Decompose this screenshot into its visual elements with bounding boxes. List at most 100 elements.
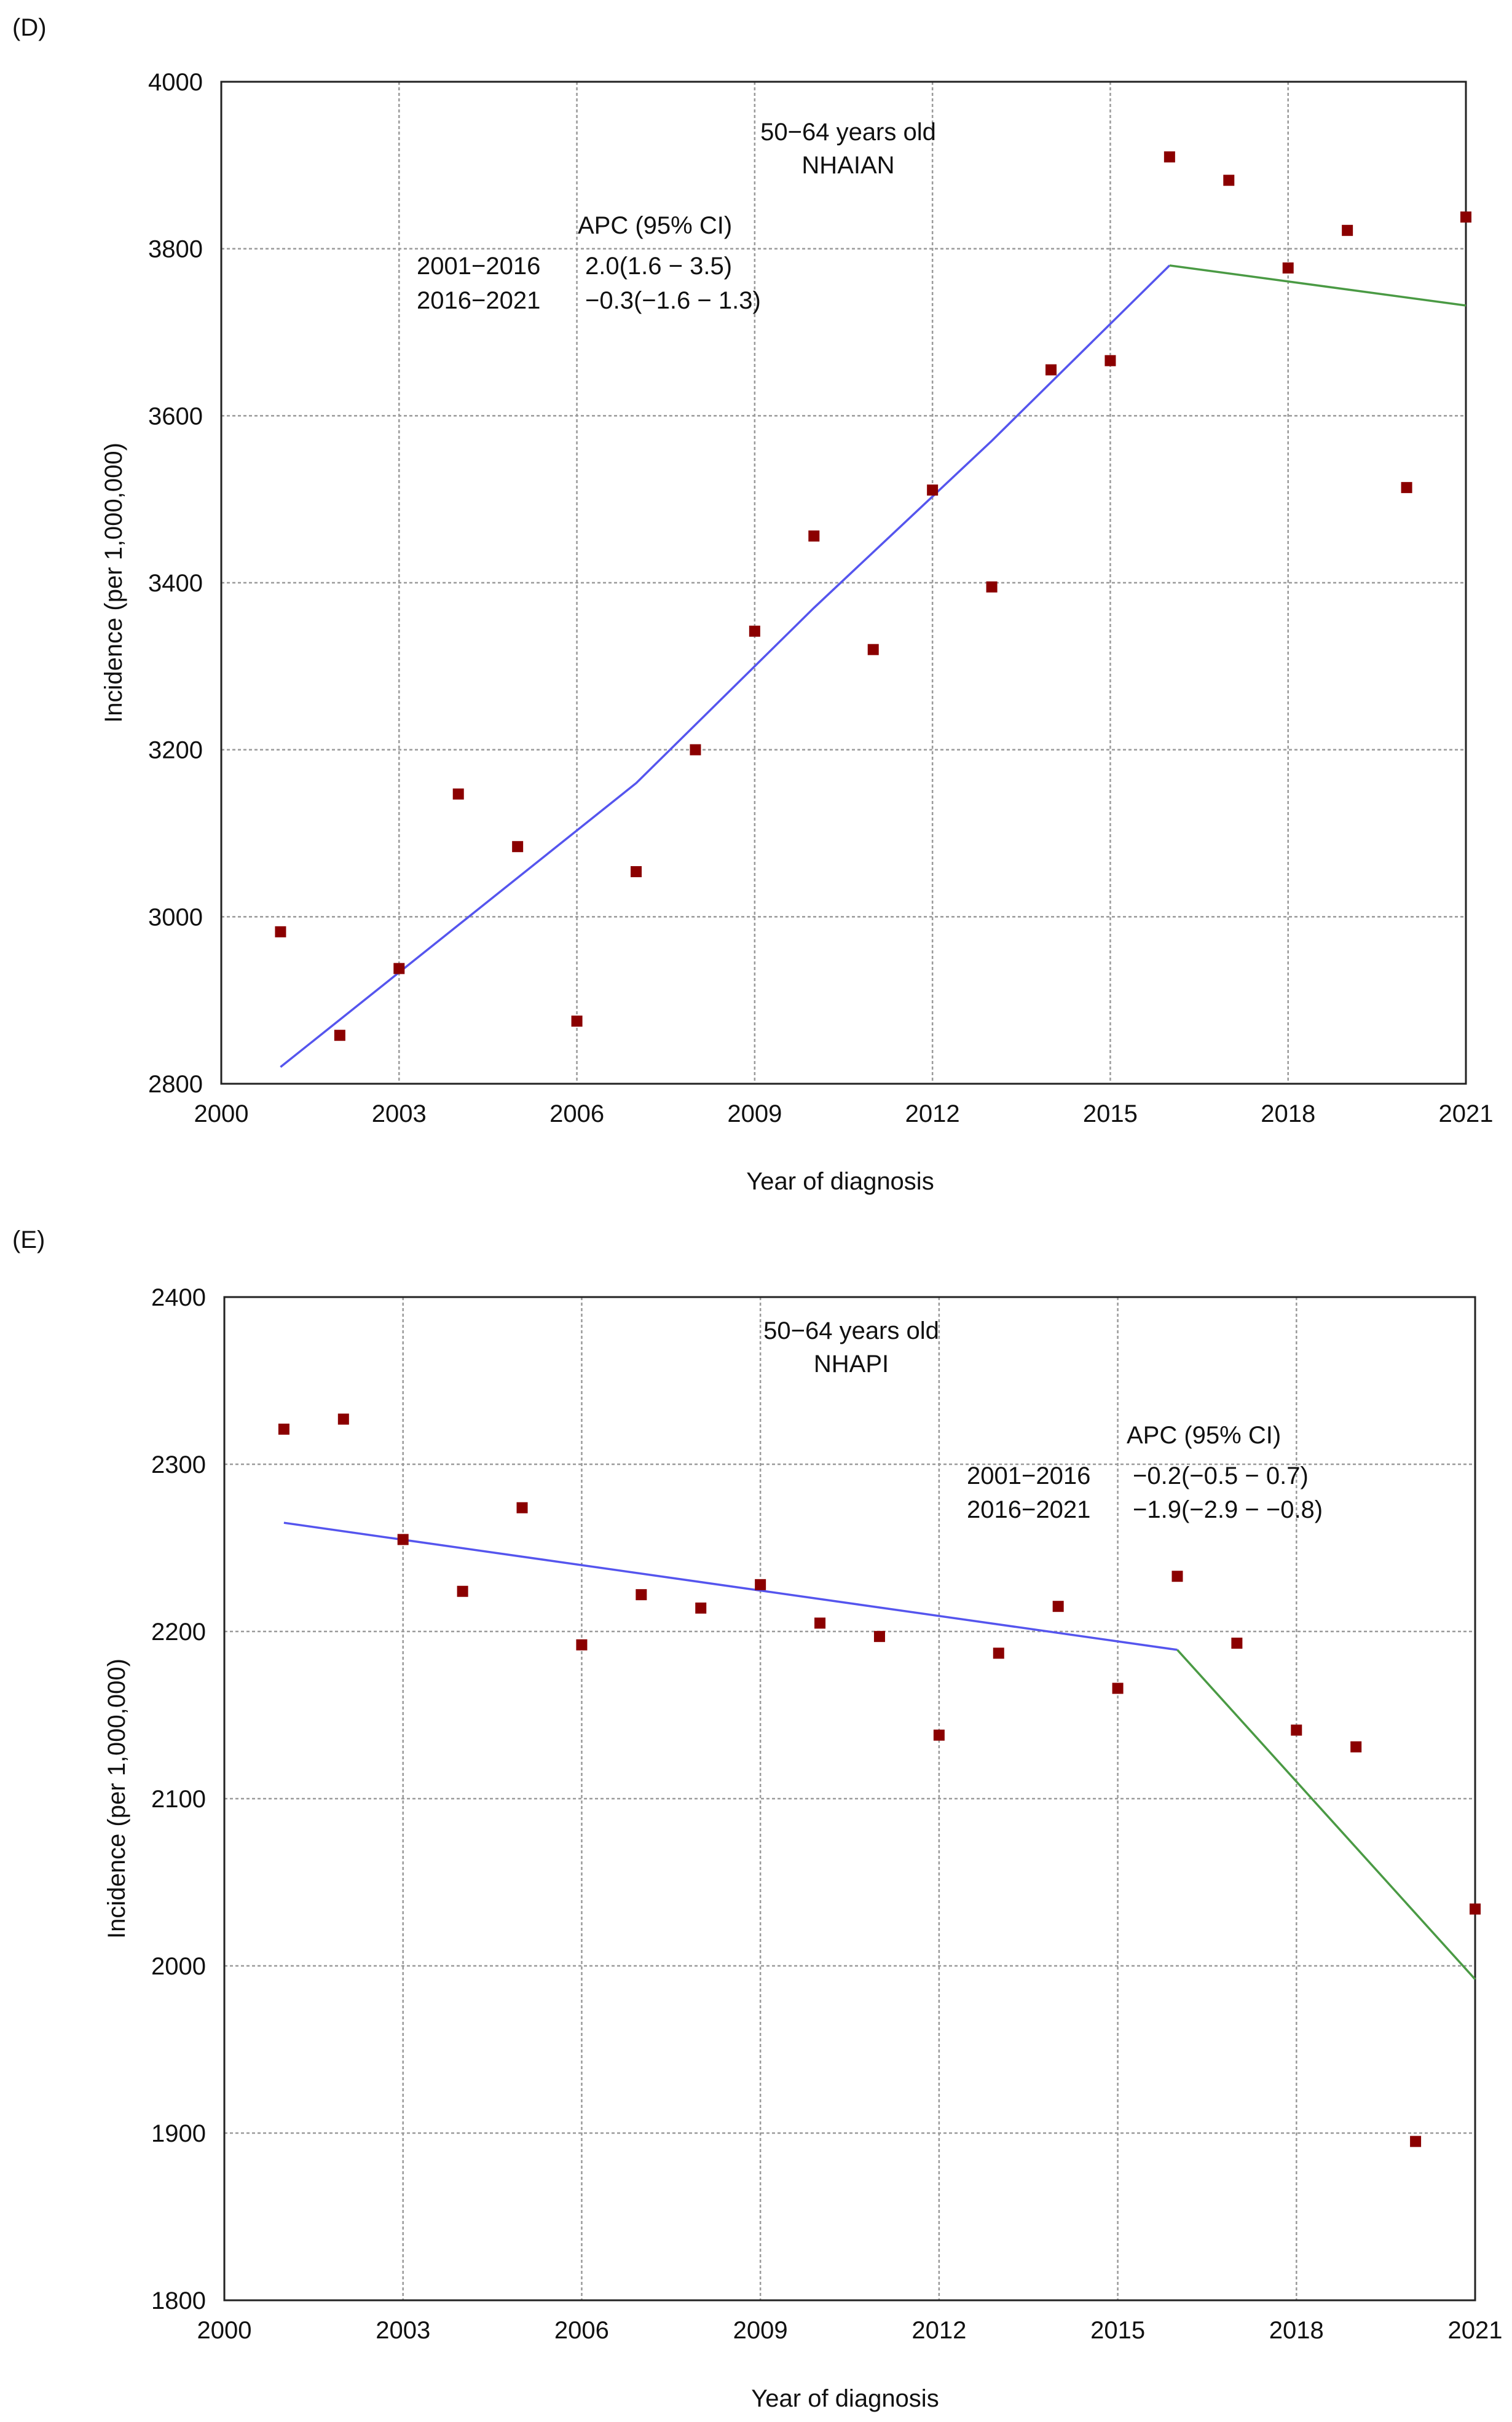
data-point xyxy=(452,788,464,800)
y-tick-label: 2800 xyxy=(148,1071,203,1098)
apc-value-1: −0.2(−0.5 − 0.7) xyxy=(1133,1462,1309,1489)
y-tick-label: 2300 xyxy=(151,1451,206,1478)
data-point xyxy=(576,1639,588,1651)
data-point xyxy=(1164,151,1175,163)
x-tick-label: 2009 xyxy=(733,2317,788,2344)
data-point xyxy=(334,1030,345,1041)
data-point xyxy=(933,1729,945,1741)
data-point xyxy=(457,1585,468,1597)
fit-line-segment-1 xyxy=(283,1521,1178,1651)
plot-frame xyxy=(220,81,1467,1085)
x-tick-label: 2021 xyxy=(1439,1100,1494,1127)
data-point xyxy=(1401,482,1412,494)
x-tick-labels: 2000 2003 2006 2009 2012 2015 2018 2021 xyxy=(194,1100,1494,1127)
data-point xyxy=(1223,175,1235,186)
annotation-population: NHAPI xyxy=(814,1351,889,1378)
y-axis-title: Incidence (per 1,000,000) xyxy=(103,1659,130,1939)
plot-frame xyxy=(223,1296,1476,2302)
x-axis-title: Year of diagnosis xyxy=(751,2385,939,2412)
data-point xyxy=(695,1602,707,1614)
apc-period-2: 2016−2021 xyxy=(967,1496,1090,1523)
data-point xyxy=(1350,1741,1362,1753)
y-tick-label: 1900 xyxy=(151,2120,206,2147)
data-points xyxy=(275,151,1471,1041)
x-tick-labels: 2000 2003 2006 2009 2012 2015 2018 2021 xyxy=(197,2317,1503,2344)
data-point xyxy=(986,581,998,593)
annotation-age-group: 50−64 years old xyxy=(763,1317,939,1344)
fit-line-segment-2 xyxy=(1176,1649,1476,1980)
y-tick-labels: 2800 3000 3200 3400 3600 3800 4000 xyxy=(148,69,203,1098)
data-point xyxy=(690,744,701,755)
data-point xyxy=(393,963,405,974)
data-point xyxy=(1410,2136,1422,2147)
y-tick-label: 3600 xyxy=(148,403,203,430)
x-tick-label: 2015 xyxy=(1090,2317,1145,2344)
apc-period-1: 2001−2016 xyxy=(967,1462,1090,1489)
chart-panel-e: (E) 2000 2003 2006 2009 2012 2015 2018 2021 180… xyxy=(12,1226,1502,2412)
fit-line-segment-2 xyxy=(1169,264,1467,307)
apc-header: APC (95% CI) xyxy=(1127,1422,1281,1449)
apc-period-2: 2016−2021 xyxy=(417,287,540,314)
data-point xyxy=(631,866,642,877)
data-point xyxy=(278,1423,289,1435)
data-point xyxy=(873,1631,885,1643)
data-point xyxy=(1460,211,1471,223)
annotation-age-group: 50−64 years old xyxy=(760,119,936,146)
data-point xyxy=(1282,262,1294,274)
y-tick-label: 2000 xyxy=(151,1953,206,1980)
x-tick-label: 2012 xyxy=(912,2317,966,2344)
x-tick-label: 2000 xyxy=(194,1100,249,1127)
data-point xyxy=(993,1647,1004,1659)
x-tick-label: 2003 xyxy=(372,1100,427,1127)
apc-value-2: −0.3(−1.6 − 1.3) xyxy=(585,287,761,314)
data-point xyxy=(1045,364,1057,376)
data-point xyxy=(516,1502,528,1513)
apc-value-1: 2.0(1.6 − 3.5) xyxy=(585,253,732,280)
data-point xyxy=(1231,1638,1243,1649)
data-point xyxy=(814,1617,826,1629)
data-point xyxy=(275,926,286,937)
x-tick-label: 2009 xyxy=(727,1100,782,1127)
data-point xyxy=(867,644,879,655)
x-tick-label: 2015 xyxy=(1083,1100,1138,1127)
data-points xyxy=(278,1413,1481,2147)
y-tick-label: 1800 xyxy=(151,2287,206,2314)
data-point xyxy=(1112,1682,1124,1694)
apc-period-1: 2001−2016 xyxy=(417,253,540,280)
data-point xyxy=(1342,224,1353,236)
fit-line-segment-1 xyxy=(280,264,1171,1068)
data-point xyxy=(512,841,524,853)
grid-lines xyxy=(224,1297,1475,2300)
apc-value-2: −1.9(−2.9 − −0.8) xyxy=(1133,1496,1323,1523)
grid-lines xyxy=(221,82,1466,1084)
data-point xyxy=(1291,1724,1302,1736)
x-tick-label: 2006 xyxy=(554,2317,609,2344)
y-tick-label: 4000 xyxy=(148,69,203,96)
y-tick-label: 3400 xyxy=(148,570,203,597)
y-axis-title: Incidence (per 1,000,000) xyxy=(100,443,127,723)
data-point xyxy=(636,1589,647,1601)
data-point xyxy=(571,1016,583,1027)
data-point xyxy=(755,1579,766,1590)
y-tick-label: 2400 xyxy=(151,1284,206,1311)
panel-label: (D) xyxy=(12,14,47,41)
x-tick-label: 2012 xyxy=(905,1100,960,1127)
annotation-population: NHAIAN xyxy=(801,152,894,179)
data-point xyxy=(337,1413,349,1425)
y-tick-label: 3000 xyxy=(148,904,203,931)
x-tick-label: 2000 xyxy=(197,2317,252,2344)
apc-header: APC (95% CI) xyxy=(578,212,732,239)
y-tick-label: 3800 xyxy=(148,236,203,263)
x-tick-label: 2006 xyxy=(549,1100,604,1127)
x-tick-label: 2021 xyxy=(1448,2317,1503,2344)
x-tick-label: 2003 xyxy=(376,2317,430,2344)
data-point xyxy=(397,1534,409,1545)
fit-lines xyxy=(280,264,1467,1068)
data-point xyxy=(749,625,760,637)
y-tick-labels: 1800 1900 2000 2100 2200 2300 2400 xyxy=(151,1284,206,2314)
data-point xyxy=(1470,1903,1481,1915)
data-point xyxy=(1052,1601,1064,1612)
y-tick-label: 2100 xyxy=(151,1786,206,1813)
x-tick-label: 2018 xyxy=(1261,1100,1315,1127)
